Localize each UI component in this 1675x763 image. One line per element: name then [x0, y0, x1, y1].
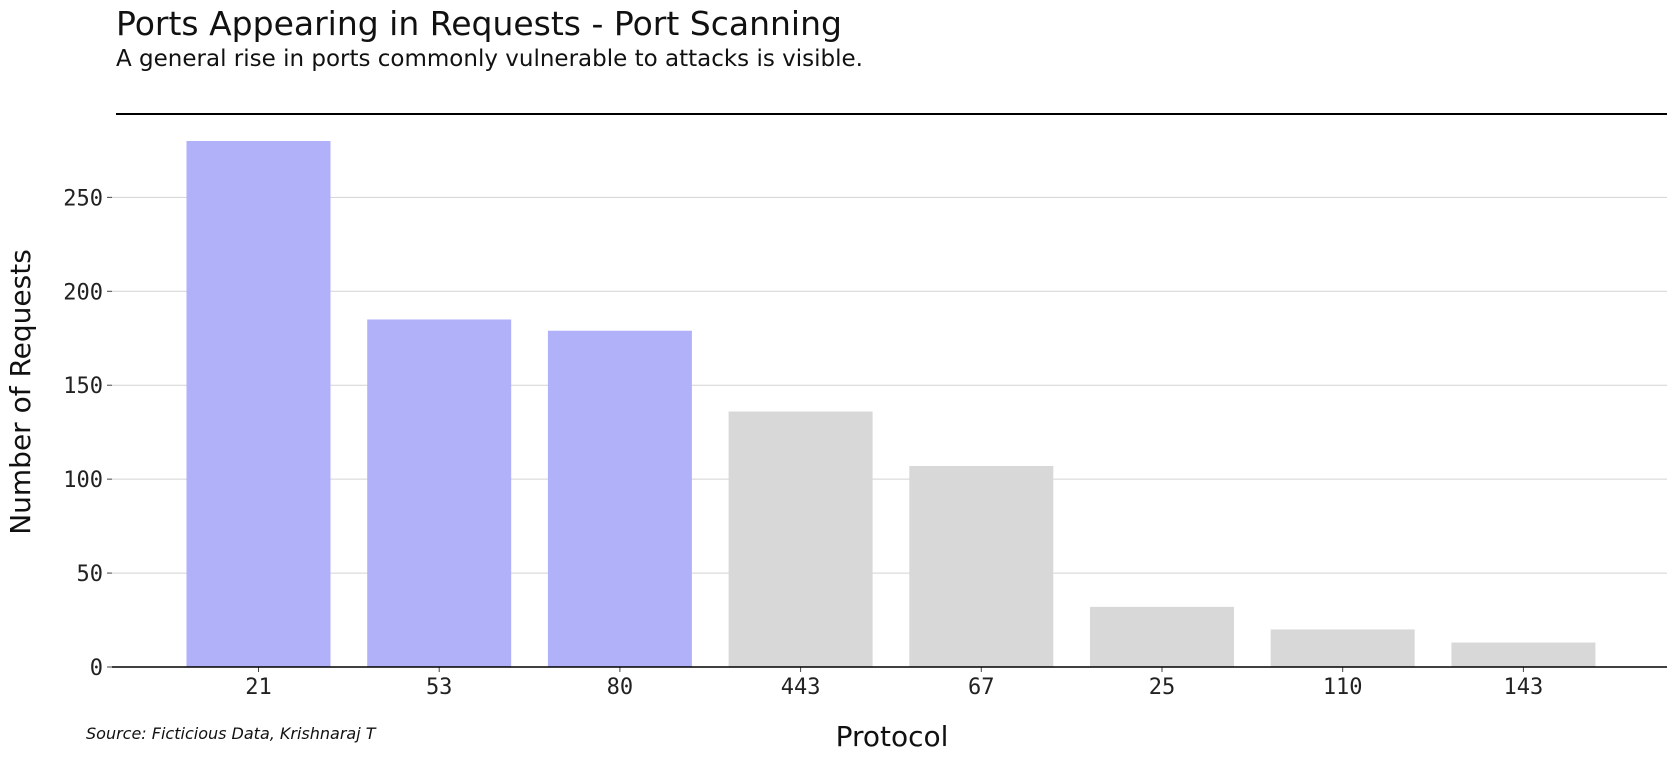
y-tick-label: 0 [90, 656, 103, 681]
y-tick-label: 200 [63, 280, 103, 305]
chart-title: Ports Appearing in Requests - Port Scann… [116, 4, 842, 43]
bar-port-143 [1451, 642, 1596, 667]
y-tick-label: 100 [63, 468, 103, 493]
x-tick-label: 53 [426, 675, 453, 700]
x-tick-label: 80 [607, 675, 634, 700]
bar-port-53 [367, 319, 512, 667]
y-tick-label: 250 [63, 186, 103, 211]
x-tick-label: 21 [245, 675, 272, 700]
bar-port-80 [547, 330, 692, 667]
bar-port-443 [728, 411, 873, 667]
y-axis-label: Number of Requests [4, 249, 37, 535]
chart-subtitle: A general rise in ports commonly vulnera… [116, 46, 863, 72]
x-tick-label: 143 [1504, 675, 1544, 700]
source-note: Source: Ficticious Data, Krishnaraj T [86, 724, 377, 743]
bar-port-25 [1090, 606, 1234, 667]
x-tick-label: 443 [781, 675, 821, 700]
x-tick-label: 25 [1149, 675, 1176, 700]
bar-port-67 [909, 465, 1054, 667]
y-axis: 0 50 100 150 200 250 [63, 186, 112, 681]
bar-port-21 [186, 141, 331, 667]
bars [186, 141, 1596, 667]
bar-port-110 [1270, 629, 1415, 667]
x-axis: 21 53 80 443 67 25 110 143 [245, 667, 1543, 700]
y-tick-label: 150 [63, 374, 103, 399]
grid-lines [112, 196, 1667, 574]
y-tick-label: 50 [77, 562, 104, 587]
x-tick-label: 110 [1323, 675, 1363, 700]
x-axis-label: Protocol [836, 720, 949, 753]
x-tick-label: 67 [968, 675, 995, 700]
